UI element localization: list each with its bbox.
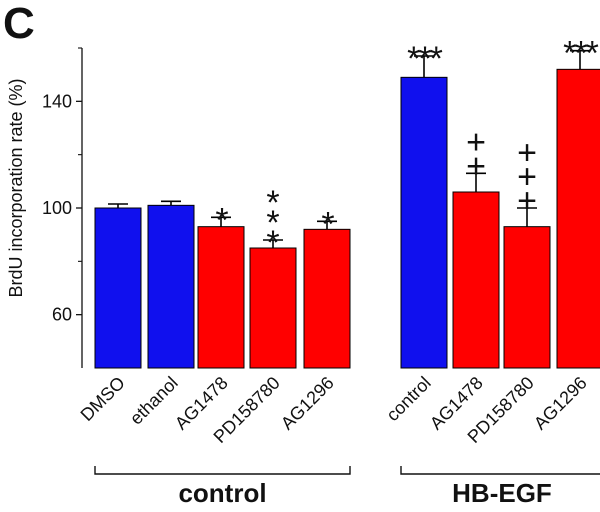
y-axis-label: BrdU incorporation rate (%) xyxy=(6,78,26,297)
y-tick-label: 100 xyxy=(42,198,72,218)
y-tick-label: 140 xyxy=(42,91,72,111)
x-tick-label: DMSO xyxy=(77,373,129,425)
bar xyxy=(249,247,297,369)
bars xyxy=(94,49,600,369)
group-brackets: control HB-EGF xyxy=(94,466,600,508)
significance-marker: *** xyxy=(266,184,279,262)
bar xyxy=(503,226,551,369)
bar xyxy=(556,68,600,369)
group-label: control xyxy=(178,478,266,508)
bar xyxy=(452,191,500,369)
group-label: HB-EGF xyxy=(452,478,552,508)
bar xyxy=(400,76,448,369)
significance-marker: *** xyxy=(563,35,598,73)
significance-marker: * xyxy=(215,201,228,239)
y-tick-label: 60 xyxy=(52,305,72,325)
group-bracket xyxy=(400,466,600,475)
x-tick-label: AG1296 xyxy=(277,373,338,434)
significance-marker: *** xyxy=(407,40,442,78)
bar xyxy=(147,204,195,369)
x-tick-label: AG1296 xyxy=(530,373,591,434)
axes: 60 100 140 xyxy=(42,47,83,368)
bar xyxy=(303,228,351,369)
significance-marker: + + xyxy=(466,123,486,185)
significance-marker: + + + xyxy=(517,134,537,220)
bar xyxy=(197,226,245,369)
bar xyxy=(94,207,142,369)
significance-marker: * xyxy=(321,205,334,243)
significance-markers: * * * * ****+ + + + +*** xyxy=(215,35,600,262)
group-bracket xyxy=(94,466,351,475)
panel-label: C xyxy=(3,0,35,48)
